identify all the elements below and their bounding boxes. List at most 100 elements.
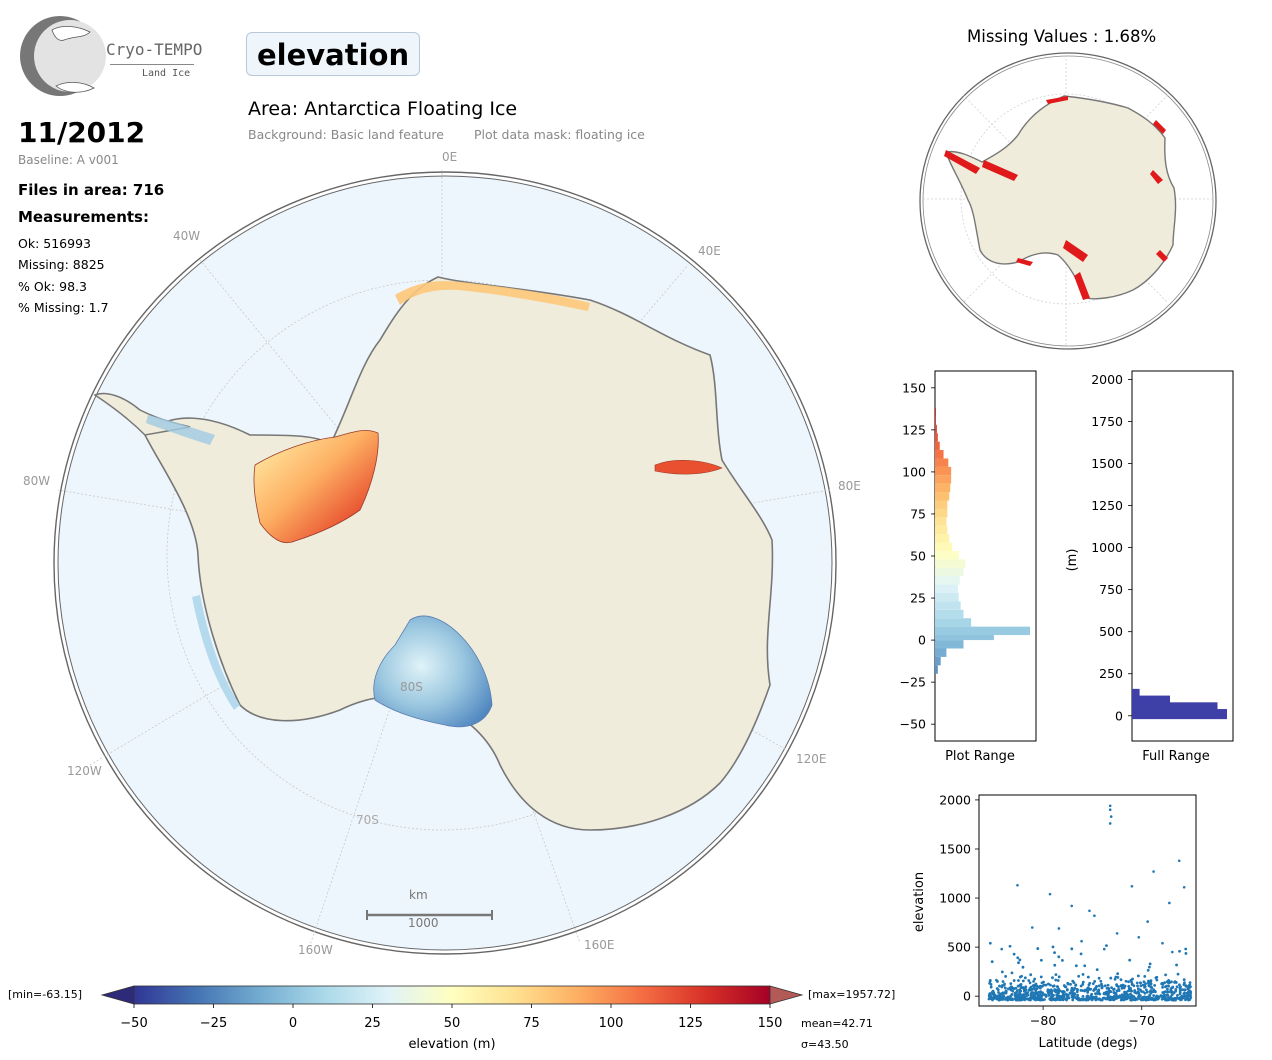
scatter-point <box>1048 892 1052 896</box>
colorbar-tick-label: −50 <box>120 1016 147 1031</box>
scatter-point <box>1008 944 1012 948</box>
scatter-point <box>1112 996 1116 1000</box>
scatter-point <box>1119 978 1123 982</box>
scatter-point <box>1121 985 1125 989</box>
scatter-point <box>1154 998 1158 1002</box>
hist-plot-range-bar <box>935 618 972 627</box>
scatter-point <box>1070 904 1074 908</box>
scatter-point <box>1166 987 1169 991</box>
scatter-point <box>989 985 993 989</box>
colorbar-extend-low <box>100 985 135 1005</box>
colorbar-tick-label: 75 <box>523 1016 540 1031</box>
scatter-point <box>1064 985 1068 989</box>
scatter-point <box>1109 976 1113 980</box>
scatter-point <box>1184 947 1188 951</box>
scatter-point <box>1071 998 1075 1002</box>
scatter-point <box>1115 994 1119 998</box>
scatter-point <box>1102 992 1106 996</box>
main-map: 0E <box>53 170 837 955</box>
hist-plot-range-bar <box>935 656 941 666</box>
scatter-point <box>1131 977 1134 981</box>
lon-label-120w: 120W <box>67 764 102 778</box>
scatter-point <box>1093 914 1096 918</box>
scatter-point <box>1127 987 1131 990</box>
scatter-point <box>1099 979 1103 983</box>
scatter-point <box>1163 985 1167 989</box>
scatter-point <box>1071 979 1075 983</box>
hist-plot-range-bar <box>935 450 944 459</box>
hist-plot-range-bar <box>935 458 949 467</box>
scatter-point <box>1108 995 1112 999</box>
scatter-point <box>1079 997 1083 1001</box>
hist-full-range-ytick: 2000 <box>1091 372 1123 387</box>
scatter-point <box>1029 973 1033 977</box>
colorbar-tick-label: 50 <box>444 1016 461 1031</box>
scatter-point <box>1168 901 1171 905</box>
missing-title: Missing Values : 1.68% <box>967 27 1157 46</box>
mask-note: Plot data mask: floating ice <box>474 127 645 142</box>
scatter-point <box>1183 988 1187 992</box>
colorbar-tick-label: 0 <box>289 1016 297 1031</box>
scatter-point <box>1108 804 1112 808</box>
hist-plot-range-bar <box>935 517 947 526</box>
colorbar-tick-label: −25 <box>200 1016 227 1031</box>
scatter-point <box>1069 982 1072 986</box>
scatter-point <box>1178 991 1182 994</box>
scatter-ytick: 1000 <box>939 891 971 906</box>
ronne-ice-shelf <box>253 430 379 544</box>
scatter-point <box>1010 971 1014 975</box>
stat-pct-ok: % Ok: 98.3 <box>18 279 87 294</box>
scatter-point <box>1147 983 1151 987</box>
hist-plot-range-bar <box>935 559 966 568</box>
scatter-point <box>1044 993 1048 997</box>
scatter-point <box>1087 987 1091 991</box>
scatter-point <box>1046 989 1050 993</box>
missing-map-land <box>945 95 1177 300</box>
scatter-point <box>1066 996 1069 1000</box>
scatter-point <box>1127 980 1130 984</box>
scatter-point <box>1097 997 1101 1001</box>
scatter-point <box>1116 972 1120 976</box>
shelf-edge-north <box>395 281 590 311</box>
scatter-point <box>1021 993 1024 997</box>
date: 11/2012 <box>18 116 146 149</box>
scatter-point <box>1106 990 1109 994</box>
scatter-point <box>1144 998 1147 1002</box>
area-title: Area: Antarctica Floating Ice <box>248 98 518 120</box>
scatter-point <box>1129 998 1133 1002</box>
scatter-point <box>1133 990 1137 994</box>
colorbar-gradient <box>133 985 771 1005</box>
scatter-point <box>1030 926 1034 929</box>
shelf-edge-peninsula <box>146 415 215 445</box>
scalebar-value: 1000 <box>408 916 439 930</box>
scatter-point <box>1070 994 1074 998</box>
scatter-point <box>1086 990 1090 994</box>
hist-plot-range-bar <box>935 648 947 657</box>
scatter-point <box>1189 994 1192 997</box>
lon-label-40w: 40W <box>173 229 201 243</box>
scatter-point <box>1075 990 1079 994</box>
scatter-point <box>1148 990 1152 994</box>
scatter-point <box>993 993 997 997</box>
scatter-point <box>1057 975 1061 979</box>
scatter-point <box>1177 859 1181 863</box>
scatter-point <box>1055 993 1059 997</box>
scatter-point <box>1138 994 1142 997</box>
hist-full-range-ytick: 500 <box>1099 624 1123 639</box>
scatter-point <box>1152 994 1156 997</box>
scatter-point <box>1152 870 1155 873</box>
scatter-point <box>1170 980 1173 984</box>
hist-full-range: 0 250 500 750 1000 1250 1500 1750 2000 Full Rang… <box>1065 370 1234 764</box>
scatter-point <box>1094 987 1098 991</box>
scatter-point <box>1057 927 1061 930</box>
scatter-point <box>1039 958 1043 962</box>
scatter-point <box>1083 988 1087 992</box>
scatter-point <box>1147 998 1151 1002</box>
scatter-point <box>1012 952 1016 956</box>
scatter-point <box>1019 985 1023 989</box>
scatter-point <box>988 979 992 983</box>
scatter-point <box>1077 997 1081 1000</box>
measurements-heading: Measurements: <box>18 208 149 226</box>
scatter-point <box>1137 936 1141 939</box>
colorbar-tick-label: 100 <box>599 1016 624 1031</box>
